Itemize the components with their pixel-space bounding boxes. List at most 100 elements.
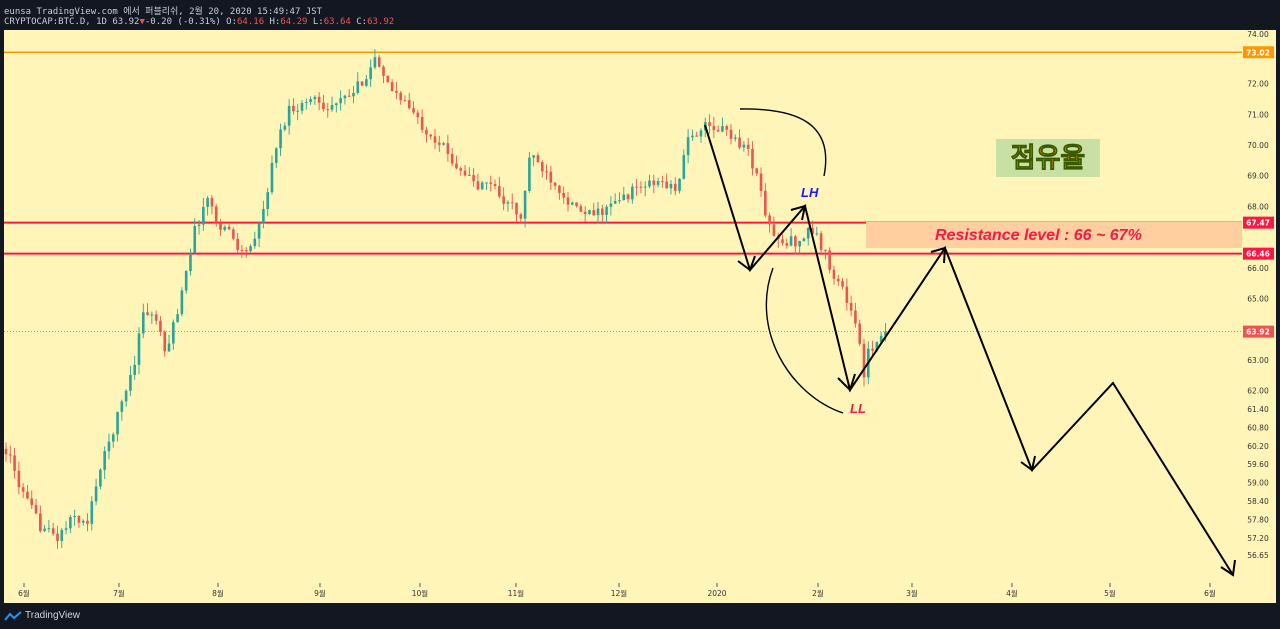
candle-down[interactable] bbox=[214, 206, 218, 224]
candle-up[interactable] bbox=[150, 314, 154, 316]
candle-up[interactable] bbox=[570, 202, 574, 205]
candle-up[interactable] bbox=[480, 182, 484, 190]
candle-up[interactable] bbox=[875, 342, 879, 351]
candle-down[interactable] bbox=[708, 122, 711, 127]
candle-down[interactable] bbox=[347, 95, 351, 97]
candle-down[interactable] bbox=[326, 109, 330, 111]
candle-up[interactable] bbox=[81, 520, 85, 523]
candle-down[interactable] bbox=[8, 454, 12, 456]
candle-up[interactable] bbox=[528, 157, 531, 192]
candle-down[interactable] bbox=[77, 515, 81, 523]
candle-up[interactable] bbox=[622, 194, 626, 201]
candle-down[interactable] bbox=[661, 181, 664, 183]
candle-down[interactable] bbox=[412, 108, 415, 113]
candle-down[interactable] bbox=[403, 100, 407, 102]
candle-up[interactable] bbox=[884, 331, 887, 336]
candle-up[interactable] bbox=[249, 246, 252, 252]
candle-up[interactable] bbox=[468, 174, 471, 176]
candle-down[interactable] bbox=[579, 206, 583, 212]
candle-down[interactable] bbox=[489, 182, 493, 184]
candle-up[interactable] bbox=[339, 98, 342, 104]
candle-down[interactable] bbox=[562, 192, 565, 198]
candle-down[interactable] bbox=[536, 155, 540, 163]
candle-down[interactable] bbox=[56, 533, 59, 541]
candle-up[interactable] bbox=[296, 110, 300, 112]
candle-up[interactable] bbox=[172, 322, 175, 344]
candle-up[interactable] bbox=[73, 515, 76, 518]
candle-up[interactable] bbox=[699, 130, 703, 137]
candle-up[interactable] bbox=[202, 206, 205, 225]
candle-up[interactable] bbox=[313, 96, 317, 100]
candle-down[interactable] bbox=[399, 92, 402, 101]
candle-up[interactable] bbox=[721, 126, 724, 132]
candle-down[interactable] bbox=[244, 250, 248, 252]
candle-down[interactable] bbox=[673, 183, 677, 191]
candle-down[interactable] bbox=[163, 332, 167, 352]
candle-up[interactable] bbox=[532, 155, 535, 158]
candle-down[interactable] bbox=[146, 312, 149, 315]
candle-down[interactable] bbox=[463, 170, 467, 176]
candle-up[interactable] bbox=[682, 155, 686, 179]
candle-down[interactable] bbox=[39, 513, 42, 532]
candle-down[interactable] bbox=[832, 269, 836, 279]
candle-down[interactable] bbox=[871, 348, 874, 351]
candle-up[interactable] bbox=[266, 192, 269, 209]
candle-down[interactable] bbox=[665, 181, 668, 189]
candle-up[interactable] bbox=[274, 148, 278, 163]
candle-down[interactable] bbox=[154, 314, 158, 321]
candle-down[interactable] bbox=[575, 202, 578, 207]
candle-down[interactable] bbox=[232, 229, 235, 239]
candle-down[interactable] bbox=[17, 470, 21, 488]
candle-down[interactable] bbox=[540, 162, 544, 172]
candle-down[interactable] bbox=[450, 153, 454, 164]
candle-down[interactable] bbox=[13, 455, 16, 471]
candle-down[interactable] bbox=[472, 174, 475, 182]
candle-down[interactable] bbox=[849, 302, 853, 311]
candle-up[interactable] bbox=[343, 95, 347, 99]
candle-down[interactable] bbox=[429, 134, 433, 137]
candle-down[interactable] bbox=[407, 100, 411, 109]
candle-down[interactable] bbox=[858, 323, 862, 344]
candle-down[interactable] bbox=[519, 214, 523, 219]
candle-down[interactable] bbox=[502, 196, 505, 204]
candle-down[interactable] bbox=[227, 226, 231, 230]
candle-up[interactable] bbox=[789, 236, 793, 246]
candle-down[interactable] bbox=[510, 202, 514, 204]
candle-down[interactable] bbox=[729, 129, 733, 139]
candle-up[interactable] bbox=[116, 411, 119, 435]
candle-down[interactable] bbox=[545, 171, 548, 173]
candle-up[interactable] bbox=[287, 105, 291, 126]
candle-up[interactable] bbox=[618, 200, 621, 202]
time-axis[interactable] bbox=[4, 583, 1242, 603]
candle-down[interactable] bbox=[4, 448, 8, 455]
candle-up[interactable] bbox=[656, 181, 660, 185]
candle-down[interactable] bbox=[712, 126, 716, 130]
candle-down[interactable] bbox=[755, 168, 759, 174]
candle-down[interactable] bbox=[420, 117, 424, 130]
candle-up[interactable] bbox=[806, 228, 810, 239]
candle-down[interactable] bbox=[794, 236, 797, 247]
candle-down[interactable] bbox=[433, 136, 437, 143]
candle-up[interactable] bbox=[206, 198, 209, 207]
candle-up[interactable] bbox=[609, 203, 613, 207]
candle-up[interactable] bbox=[90, 501, 94, 524]
candle-down[interactable] bbox=[592, 210, 596, 216]
candle-up[interactable] bbox=[442, 143, 445, 145]
candle-down[interactable] bbox=[459, 168, 463, 171]
candle-down[interactable] bbox=[854, 310, 857, 324]
candle-up[interactable] bbox=[99, 469, 102, 487]
candle-up[interactable] bbox=[180, 290, 184, 315]
candle-up[interactable] bbox=[300, 103, 304, 111]
candle-down[interactable] bbox=[86, 520, 89, 524]
chart-pane[interactable] bbox=[4, 30, 1242, 583]
candle-down[interactable] bbox=[601, 208, 604, 215]
candle-down[interactable] bbox=[772, 224, 776, 236]
candle-up[interactable] bbox=[262, 208, 265, 224]
candle-up[interactable] bbox=[253, 238, 257, 247]
candle-down[interactable] bbox=[493, 183, 497, 187]
candle-up[interactable] bbox=[643, 186, 647, 188]
candle-up[interactable] bbox=[335, 103, 338, 106]
candle-up[interactable] bbox=[43, 528, 46, 532]
candle-up[interactable] bbox=[798, 240, 801, 247]
candle-up[interactable] bbox=[686, 137, 690, 156]
